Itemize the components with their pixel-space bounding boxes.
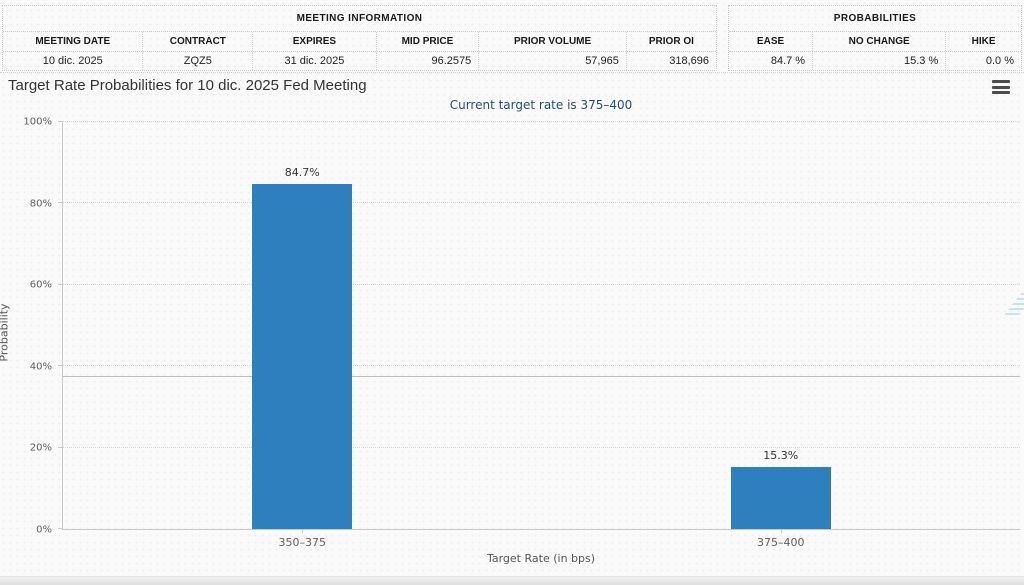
y-tick-label: 20% [29, 442, 52, 454]
value-no-change: 15.3 % [813, 51, 947, 70]
hamburger-menu-icon [992, 80, 1010, 83]
hamburger-menu-icon [992, 91, 1010, 94]
y-axis-tick [58, 446, 63, 448]
value-mid-price: 96.2575 [377, 51, 480, 70]
probabilities-title: PROBABILITIES [729, 6, 1021, 32]
y-axis-tick [58, 202, 63, 204]
value-contract: ZQZ5 [143, 51, 254, 70]
value-ease: 84.7 % [729, 51, 814, 70]
y-axis-title: Probability [0, 303, 11, 362]
hamburger-menu-icon [992, 85, 1010, 89]
value-prior-volume: 57,965 [479, 51, 627, 70]
y-tick-label: 60% [29, 279, 52, 291]
header-cell-no-change: NO CHANGE [813, 32, 947, 51]
gridline [63, 365, 1020, 367]
probabilities-header-row: EASE NO CHANGE HIKE [729, 32, 1021, 52]
y-tick-label: 0% [36, 524, 52, 536]
header-cell-mid-price: MID PRICE [377, 32, 480, 51]
plot-line [63, 376, 1020, 378]
probabilities-value-row: 84.7 % 15.3 % 0.0 % [729, 51, 1021, 70]
header-cell-contract: CONTRACT [143, 32, 254, 51]
bar-slot: 84.7% [63, 122, 542, 529]
y-tick-label: 40% [29, 361, 52, 373]
header-cell-prior-oi: PRIOR OI [648, 35, 694, 47]
bottom-edge-strip [0, 576, 1024, 585]
chart-menu-button[interactable] [992, 80, 1010, 94]
header-cell-ease: EASE [729, 32, 814, 51]
header-cell-prior-volume: PRIOR VOLUME [479, 32, 627, 51]
x-axis-title: Target Rate (in bps) [486, 552, 596, 565]
gridline [63, 121, 1020, 122]
gridline [63, 446, 1020, 448]
header-cell-expires: EXPIRES [253, 32, 377, 51]
y-axis-tick [58, 528, 63, 529]
bar-value-label: 15.3% [763, 448, 799, 462]
meeting-information-value-row: 10 dic. 2025 ZQZ5 31 dic. 2025 96.2575 5… [3, 51, 716, 70]
value-expires: 31 dic. 2025 [253, 51, 377, 70]
y-tick-label: 80% [29, 198, 52, 210]
chart-subtitle: Current target rate is 375–400 [449, 98, 633, 112]
bar-value-label: 84.7% [284, 166, 320, 180]
y-axis-tick [58, 121, 63, 122]
y-axis-tick [58, 365, 63, 367]
gridline [63, 202, 1020, 204]
header-cell-meeting-date: MEETING DATE [3, 32, 144, 51]
bar-350-375[interactable]: 84.7% [252, 166, 353, 529]
x-category-label: 350–375 [278, 536, 327, 549]
probabilities-table: PROBABILITIES EASE NO CHANGE HIKE 84.7 %… [728, 5, 1022, 71]
value-meeting-date: 10 dic. 2025 [3, 51, 144, 70]
gridline [63, 283, 1020, 285]
value-prior-oi: 318,696 [669, 54, 709, 67]
x-category-label: 375–400 [757, 536, 805, 549]
y-axis-tick [58, 283, 63, 285]
meeting-information-title: MEETING INFORMATION [3, 6, 716, 32]
meeting-information-table: MEETING INFORMATION MEETING DATE CONTRAC… [2, 5, 717, 71]
x-axis-tick [302, 529, 304, 533]
chart-title: Target Rate Probabilities for 10 dic. 20… [8, 77, 367, 94]
x-axis-tick [780, 529, 782, 533]
value-hike: 0.0 % [985, 54, 1014, 67]
plot-area: Q 84.7% 15.3% 350–375 375–400 [58, 121, 1024, 549]
bar-375-400[interactable]: 15.3% [730, 449, 831, 529]
bar-slot: 15.3% [542, 122, 1021, 529]
y-axis-labels: 0% 20% 40% 60% 80% 100% [0, 117, 54, 536]
header-cell-hike: HIKE [971, 35, 996, 47]
y-tick-label: 100% [23, 116, 52, 128]
horizontal-separator [0, 72, 1024, 73]
meeting-information-header-row: MEETING DATE CONTRACT EXPIRES MID PRICE … [3, 32, 716, 52]
